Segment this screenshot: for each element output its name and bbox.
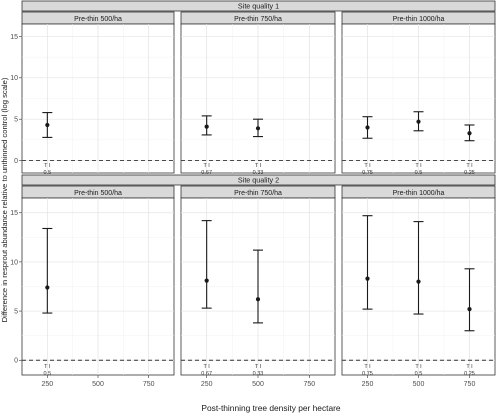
ratio-label: 0.25 [464, 170, 475, 176]
row-strip [21, 174, 496, 186]
y-tick-label: 15 [10, 210, 18, 217]
x-tick-label: 500 [252, 381, 264, 388]
x-tick-label: 250 [41, 381, 53, 388]
y-tick-label: 10 [10, 75, 18, 82]
data-point [255, 297, 261, 302]
ratio-label: 0.75 [362, 371, 373, 377]
y-tick-label: 0 [14, 358, 18, 365]
x-tick-label: 750 [303, 381, 315, 388]
ratio-label: 0.5 [44, 170, 52, 176]
y-tick-label: 5 [14, 308, 18, 315]
ratio-label: 0.33 [253, 170, 264, 176]
x-tick-label: 500 [92, 381, 104, 388]
x-tick-label: 750 [143, 381, 155, 388]
x-tick-label: 500 [413, 381, 425, 388]
x-tick-label: 750 [464, 381, 476, 388]
panel-1-2: Pre-thin 750/haT I0.67T I0.33 [180, 11, 336, 176]
ratio-label: 0.67 [201, 371, 212, 377]
treatment-label: T I [364, 364, 371, 370]
data-point [255, 126, 261, 131]
data-point [45, 285, 50, 290]
treatment-label: T I [44, 364, 51, 370]
data-point [416, 119, 421, 124]
panel-1-3: Pre-thin 1000/haT I0.75T I0.5T I0.25 [341, 11, 496, 176]
treatment-label: T I [204, 364, 211, 370]
x-axis-label: Post-thinning tree density per hectare [201, 403, 341, 413]
panel-strip-label: Pre-thin 1000/ha [393, 16, 445, 23]
treatment-label: T I [466, 364, 473, 370]
data-point [204, 124, 209, 129]
panel-2-1: Pre-thin 500/ha T I0.5 250 500 750 [21, 185, 175, 388]
treatment-label: T I [466, 163, 473, 169]
ratio-label: 0.5 [415, 170, 423, 176]
y-tick-label: 0 [14, 158, 18, 165]
y-axis-label: Difference in resprout abundance relativ… [0, 77, 9, 322]
data-point [204, 278, 209, 283]
data-point [365, 276, 370, 281]
panel-strip-label: Pre-thin 500/ha [74, 16, 122, 23]
treatment-label: T I [255, 163, 262, 169]
data-point [45, 122, 50, 128]
y-tick-label: 5 [14, 117, 18, 124]
data-point [467, 307, 472, 312]
panel-strip-label: Pre-thin 750/ha [234, 190, 282, 197]
treatment-label: T I [204, 163, 211, 169]
ratio-label: 0.33 [253, 371, 264, 377]
data-point [416, 279, 421, 284]
ratio-label: 0.5 [415, 371, 423, 377]
treatment-label: T I [415, 163, 422, 169]
data-point [365, 125, 370, 130]
panel-strip-label: Pre-thin 1000/ha [393, 190, 445, 197]
row-strip [21, 0, 496, 12]
ratio-label: 0.25 [464, 371, 475, 377]
ratio-label: 0.75 [362, 170, 373, 176]
row-strip-label: Site quality 2 [238, 176, 279, 185]
x-tick-label: 250 [362, 381, 374, 388]
treatment-label: T I [415, 364, 422, 370]
ratio-label: 0.67 [201, 170, 212, 176]
y-tick-label: 15 [10, 34, 18, 41]
treatment-label: T I [364, 163, 371, 169]
ratio-label: 0.5 [44, 371, 52, 377]
panel-strip-label: Pre-thin 750/ha [234, 16, 282, 23]
treatment-label: T I [44, 163, 51, 169]
panel-1-1: Pre-thin 500/ha T I0.5 [21, 11, 175, 176]
treatment-label: T I [255, 364, 262, 370]
x-tick-label: 250 [201, 381, 213, 388]
y-tick-label: 10 [10, 259, 18, 266]
data-point [467, 131, 472, 136]
panel-strip-label: Pre-thin 500/ha [74, 190, 122, 197]
row-strip-label: Site quality 1 [238, 2, 279, 11]
